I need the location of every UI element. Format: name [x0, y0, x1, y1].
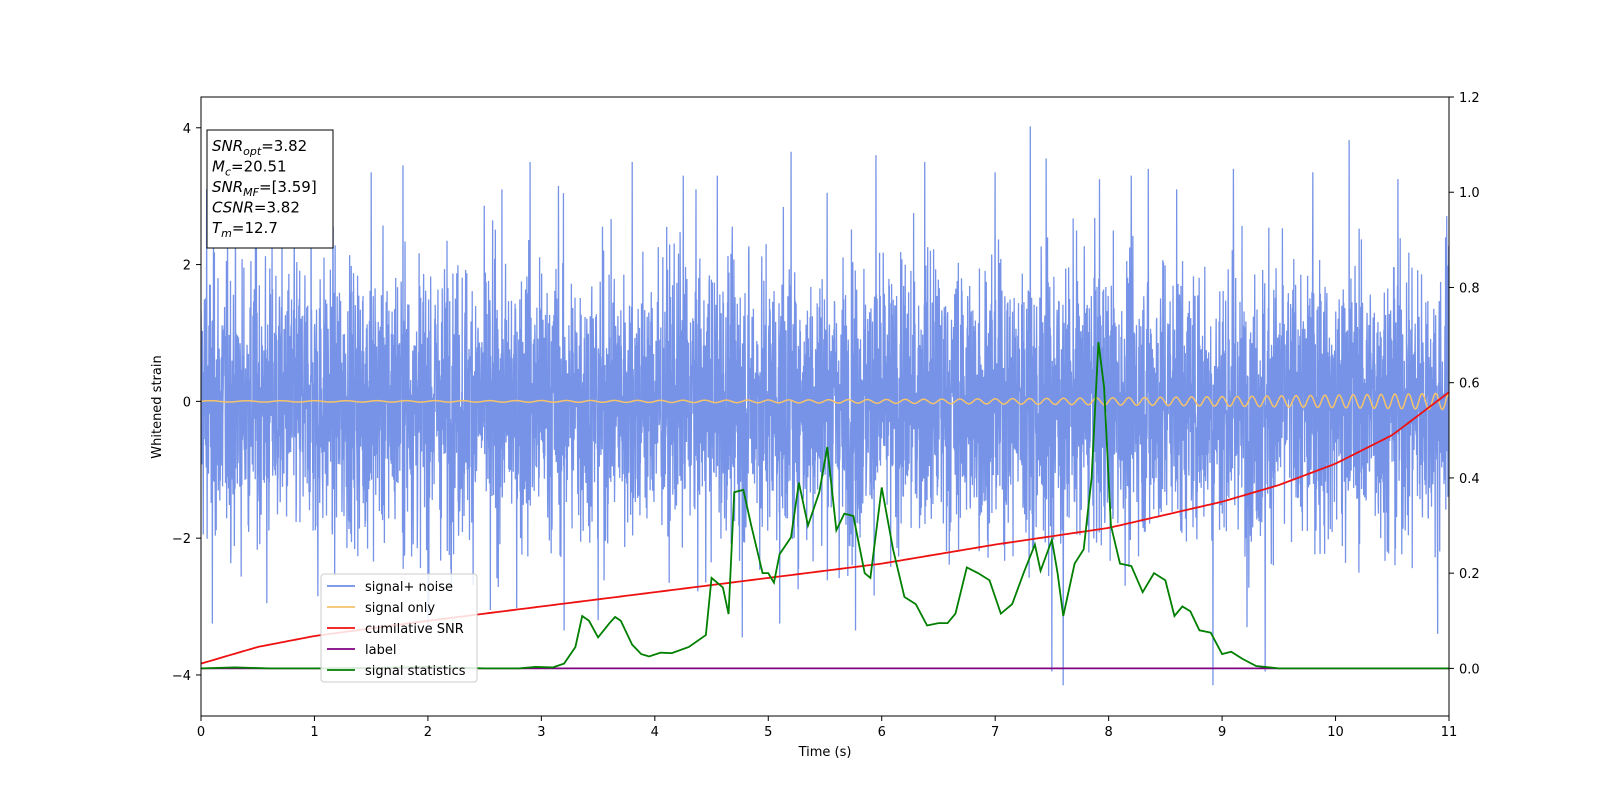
annotation-value: =3.82	[261, 137, 307, 155]
legend-label: cumilative SNR	[365, 622, 464, 637]
y-axis-left: −4 −2 0 2 4	[172, 122, 201, 684]
y2-tick-label: 1.2	[1459, 91, 1480, 106]
annotation-line: SNRMF=[3.59]	[212, 178, 317, 199]
x-axis-label: Time (s)	[798, 745, 852, 760]
annotation-symbol: SNR	[212, 137, 243, 155]
annotation-symbol: CSNR	[212, 199, 254, 217]
y2-tick-label: 0.6	[1459, 377, 1480, 392]
x-tick-label: 10	[1327, 725, 1344, 740]
annotation-line: CSNR=3.82	[212, 199, 300, 217]
legend-label: signal only	[365, 601, 435, 616]
legend-label: signal statistics	[365, 664, 466, 679]
x-tick-label: 0	[197, 725, 205, 740]
x-tick-label: 2	[424, 725, 432, 740]
series-signal-noise	[201, 126, 1449, 686]
annotation-value: =3.82	[254, 199, 300, 217]
x-tick-label: 1	[310, 725, 318, 740]
y2-tick-label: 1.0	[1459, 186, 1480, 201]
annotation-symbol: SNR	[212, 178, 243, 196]
x-tick-label: 6	[878, 725, 886, 740]
annotation-subscript: c	[225, 166, 231, 179]
y2-tick-label: 0.2	[1459, 567, 1480, 582]
annotation-value: =12.7	[232, 219, 278, 237]
y-tick-label: −4	[172, 669, 191, 684]
y-axis-right: 0.0 0.2 0.4 0.6 0.8 1.0 1.2	[1449, 91, 1480, 677]
legend: signal+ noise signal only cumilative SNR la…	[320, 573, 478, 683]
annotation-subscript: m	[221, 227, 232, 240]
y-tick-label: 0	[183, 395, 191, 410]
annotation-symbol: M	[212, 158, 225, 176]
x-tick-label: 9	[1218, 725, 1226, 740]
y-axis-label: Whitened strain	[150, 355, 165, 458]
y2-tick-label: 0.0	[1459, 662, 1480, 677]
y-tick-label: −2	[172, 532, 191, 547]
plot-frame	[200, 96, 1450, 717]
annotation-line: Tm=12.7	[212, 219, 278, 240]
x-tick-label: 5	[764, 725, 772, 740]
y-tick-label: 4	[183, 122, 191, 137]
x-tick-label: 8	[1104, 725, 1112, 740]
legend-label: signal+ noise	[365, 580, 453, 595]
series-signal-statistics	[201, 342, 1449, 670]
x-tick-label: 4	[651, 725, 659, 740]
annotation-value: =[3.59]	[259, 178, 317, 196]
annotation-subscript: opt	[243, 145, 262, 158]
annotation-line: Mc=20.51	[212, 158, 287, 179]
legend-label: label	[365, 643, 396, 658]
annotation-subscript: MF	[243, 186, 259, 199]
series-signal-only	[201, 392, 1449, 411]
y2-tick-label: 0.4	[1459, 472, 1480, 487]
annotation-line: SNRopt=3.82	[212, 137, 307, 158]
x-tick-label: 3	[537, 725, 545, 740]
y2-tick-label: 0.8	[1459, 281, 1480, 296]
annotation-symbol: T	[212, 219, 223, 237]
annotation-value: =20.51	[231, 158, 287, 176]
x-tick-label: 7	[991, 725, 999, 740]
stats-annotation-box: SNRopt=3.82Mc=20.51SNRMF=[3.59]CSNR=3.82…	[206, 129, 334, 249]
x-tick-label: 11	[1441, 725, 1458, 740]
legend-frame	[320, 573, 478, 683]
x-axis: 0 1 2 3 4 5 6 7 8 9 10 11	[197, 716, 1457, 740]
y-tick-label: 2	[183, 259, 191, 274]
annotation-frame	[206, 129, 334, 249]
